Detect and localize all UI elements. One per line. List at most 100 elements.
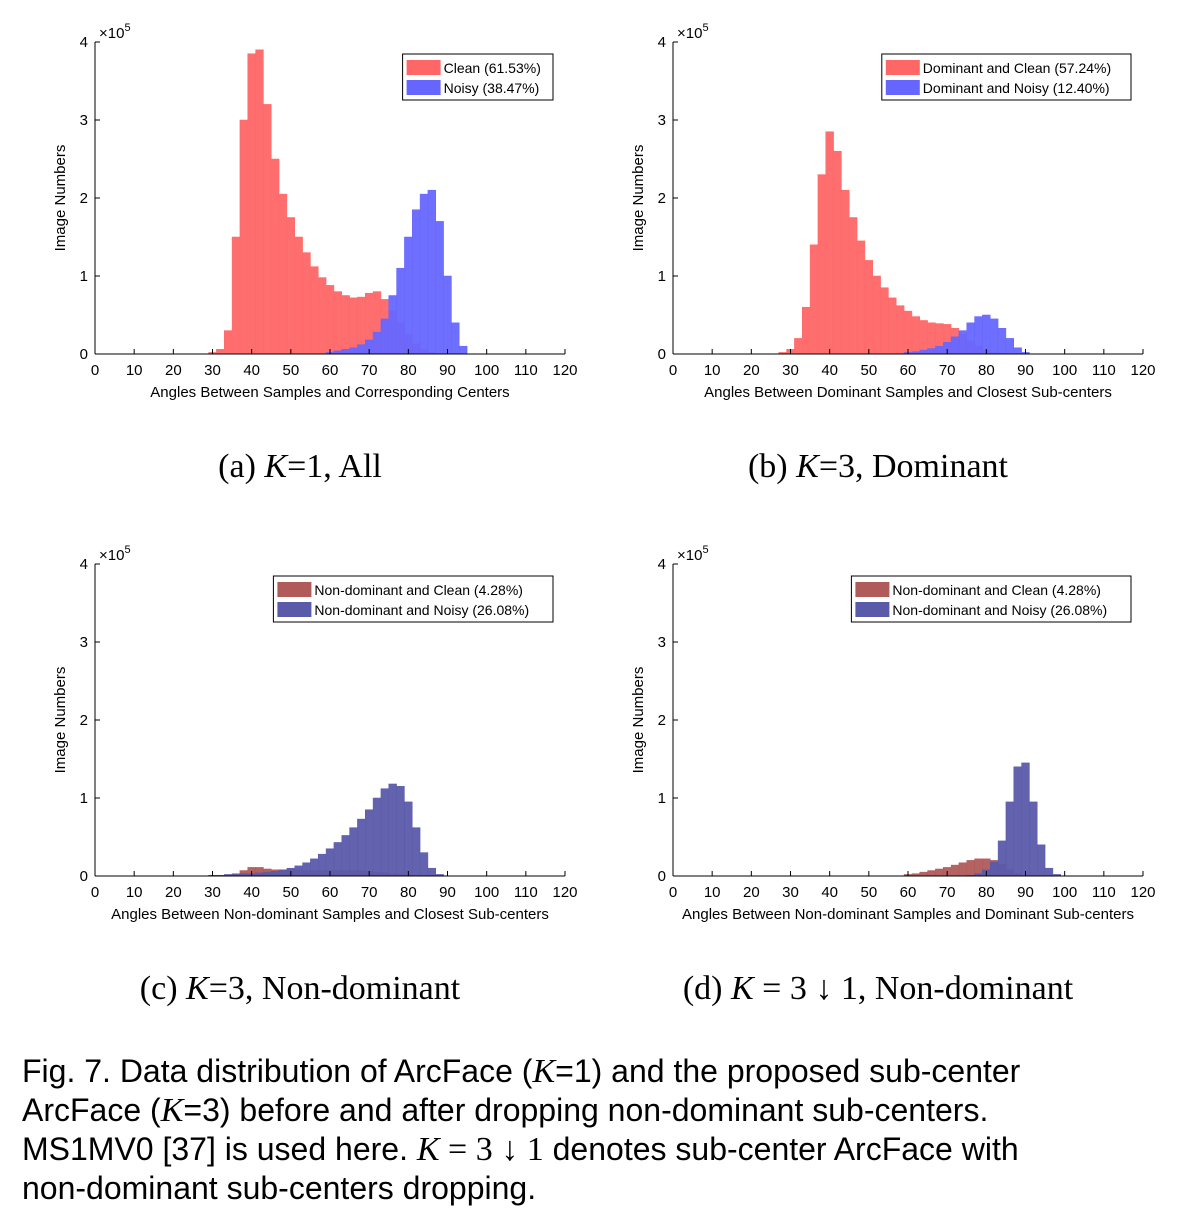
histogram-bar: [966, 322, 975, 355]
histogram-bar: [896, 305, 905, 355]
x-tick-label: 40: [243, 362, 260, 379]
x-tick-label: 0: [91, 884, 99, 901]
x-axis-label: Angles Between Non-dominant Samples and …: [111, 906, 549, 923]
histogram-bar: [1005, 801, 1014, 877]
y-tick-label: 4: [80, 34, 88, 51]
histogram-bar: [927, 348, 936, 355]
legend-swatch: [277, 582, 312, 597]
histogram-bar: [372, 331, 382, 355]
histogram-bar: [255, 49, 264, 355]
chart-panel-c: 0 10 20 30 40 50 60 70 80 90 100 110 120 0 1 2 3 4 ×105 Ima…: [20, 532, 580, 1007]
x-axis-label: Angles Between Samples and Corresponding…: [150, 384, 509, 401]
histogram-bar: [427, 189, 436, 355]
x-tick-label: 60: [322, 884, 339, 901]
legend-label: Non-dominant and Noisy (26.08%): [892, 602, 1107, 618]
histogram-bar: [412, 209, 421, 355]
y-axis-label: Image Numbers: [52, 667, 69, 774]
y-tick-label: 2: [80, 712, 88, 729]
caption-line-3: MS1MV0 [37] is used here. K = 3 ↓ 1 deno…: [22, 1131, 1019, 1168]
histogram-bar: [856, 240, 866, 355]
y-tick-label: 4: [80, 556, 88, 573]
histogram-bar: [341, 295, 350, 355]
legend-label: Non-dominant and Clean (4.28%): [314, 582, 523, 598]
x-tick-label: 110: [1092, 884, 1116, 901]
histogram-bar: [982, 314, 991, 355]
histogram-bar: [919, 349, 928, 355]
y-tick-label: 1: [80, 790, 88, 807]
x-tick-label: 120: [552, 884, 577, 901]
x-tick-label: 40: [821, 362, 838, 379]
x-tick-label: 70: [939, 884, 956, 901]
histogram-bar: [357, 344, 366, 355]
histogram-bar: [1013, 347, 1022, 355]
histogram-bar: [341, 835, 350, 877]
histogram-bar: [997, 328, 1007, 355]
series-2-bars: [325, 189, 468, 355]
x-tick-label: 90: [439, 362, 456, 379]
y-tick-label: 1: [80, 268, 88, 285]
chart-panel-b: 0 10 20 30 40 50 60 70 80 90 100 110 120 0 1 2 3 4 ×105 Ima…: [598, 10, 1158, 485]
y-tick-label: 1: [658, 268, 666, 285]
histogram-bar: [459, 345, 468, 355]
histogram-a: 0 10 20 30 40 50 60 70 80 90 100 110 120 0 1 2 3 4 ×105 Ima…: [52, 22, 578, 401]
x-tick-label: 20: [743, 362, 760, 379]
caption-line-2: ArcFace (K=3) before and after dropping …: [22, 1092, 989, 1129]
series-1-bars: [208, 49, 444, 355]
histogram-bar: [950, 336, 960, 355]
histogram-bar: [825, 131, 834, 355]
histogram-bar: [380, 318, 389, 355]
x-tick-label: 20: [165, 362, 182, 379]
histogram-bar: [1013, 766, 1022, 877]
x-tick-label: 110: [514, 362, 538, 379]
x-tick-label: 90: [1017, 884, 1034, 901]
legend-label: Noisy (38.47%): [444, 80, 540, 96]
y-tick-label: 0: [658, 868, 666, 885]
caption-line-4: non-dominant sub-centers dropping.: [22, 1170, 537, 1206]
histogram-bar: [341, 349, 350, 355]
x-tick-label: 60: [322, 362, 339, 379]
subcaption-b: (b) K=3, Dominant: [747, 448, 1008, 485]
legend-box: [881, 53, 1132, 101]
histogram-bar: [231, 236, 241, 355]
legend-box: [850, 575, 1132, 623]
histogram-bar: [443, 275, 452, 355]
legend: Non-dominant and Clean (4.28%) Non-domina…: [850, 575, 1132, 623]
histogram-b: 0 10 20 30 40 50 60 70 80 90 100 110 120 0 1 2 3 4 ×105 Ima…: [630, 22, 1156, 401]
x-tick-label: 30: [782, 362, 799, 379]
histogram-bar: [888, 297, 897, 355]
histogram-bar: [1005, 338, 1014, 355]
y-exponent-label: ×105: [99, 22, 131, 42]
histogram-bar: [372, 797, 382, 877]
subcaption-d: (d) K = 3 ↓ 1, Non-dominant: [682, 970, 1074, 1007]
histogram-bar: [997, 840, 1007, 877]
histogram-bar: [935, 345, 944, 355]
histogram-bar: [958, 862, 967, 877]
x-tick-label: 70: [939, 362, 956, 379]
subcaption-a: (a) K=1, All: [218, 448, 382, 485]
y-tick-label: 2: [658, 190, 666, 207]
figure-caption: Fig. 7. Data distribution of ArcFace (K=…: [22, 1052, 1172, 1207]
histogram-bar: [451, 322, 460, 355]
histogram-bar: [1037, 844, 1046, 877]
series-1-bars: [778, 131, 1007, 355]
y-exponent-power: 5: [124, 22, 130, 34]
histogram-bar: [310, 858, 319, 877]
x-tick-label: 90: [439, 884, 456, 901]
histogram-bar: [1029, 801, 1038, 877]
y-exponent-label: ×105: [677, 544, 709, 564]
histogram-bar: [333, 291, 342, 355]
y-exponent-label: ×105: [99, 544, 131, 564]
x-tick-label: 10: [126, 362, 143, 379]
histogram-bar: [864, 260, 873, 355]
histogram-bar: [794, 338, 803, 355]
x-tick-label: 50: [860, 884, 877, 901]
x-tick-label: 50: [282, 362, 299, 379]
x-tick-label: 80: [978, 884, 995, 901]
legend-swatch: [885, 80, 920, 95]
histogram-bar: [388, 295, 397, 355]
histogram-bar: [435, 221, 444, 355]
histogram-bar: [224, 330, 233, 355]
y-exponent-power: 5: [702, 22, 708, 34]
legend-label: Non-dominant and Noisy (26.08%): [314, 602, 529, 618]
y-exponent-label: ×105: [677, 22, 709, 42]
